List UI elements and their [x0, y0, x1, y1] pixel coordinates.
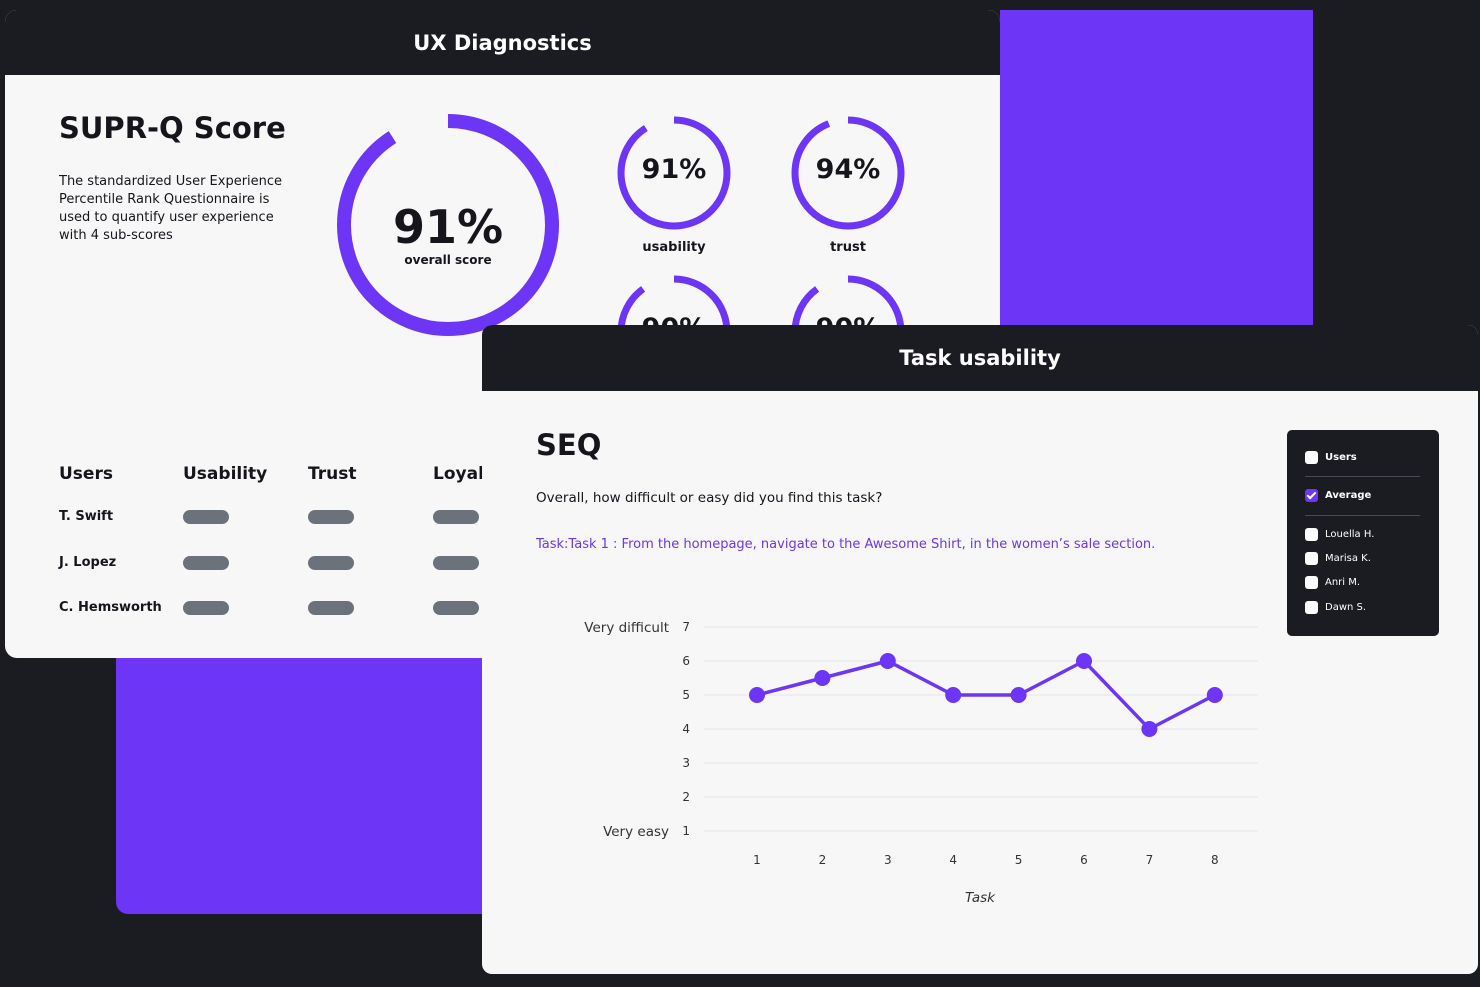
y-tick-label: 2	[682, 790, 690, 804]
trust-bar	[308, 601, 354, 615]
y-tick-label: 6	[682, 654, 690, 668]
filter-user[interactable]: Dawn S.	[1305, 601, 1366, 614]
usability-bar	[183, 556, 229, 570]
supr-q-description: The standardized User Experience Percent…	[59, 174, 283, 243]
ux-diagnostics-header: UX Diagnostics	[5, 10, 1000, 75]
task-usability-title: Task usability	[899, 346, 1061, 370]
filter-label: Anri M.	[1325, 577, 1361, 588]
filter-user[interactable]: Anri M.	[1305, 576, 1360, 589]
filter-label: Dawn S.	[1325, 602, 1367, 613]
usability-score-value: 91%	[641, 154, 707, 185]
task-usability-header: Task usability	[482, 325, 1478, 391]
checkbox-icon[interactable]	[1305, 451, 1318, 464]
seq-title: SEQ	[536, 428, 602, 462]
table-row-user: T. Swift	[59, 509, 114, 524]
trust-score-ring	[791, 116, 905, 230]
seq-question: Overall, how difficult or easy did you f…	[536, 490, 883, 506]
filter-label: Average	[1325, 490, 1372, 501]
y-tick-label: 1	[682, 824, 690, 838]
series-filter-panel: Users Average Louella H. Marisa K. Anri …	[1287, 430, 1439, 636]
loyalty-bar	[433, 556, 479, 570]
usability-bar	[183, 601, 229, 615]
x-tick-label: 7	[1146, 853, 1154, 867]
checkbox-icon[interactable]	[1305, 528, 1318, 541]
loyalty-bar	[433, 510, 479, 524]
data-point	[1141, 721, 1158, 737]
trust-bar	[308, 556, 354, 570]
filter-average[interactable]: Average	[1305, 489, 1371, 502]
trust-bar	[308, 510, 354, 524]
filter-user[interactable]: Louella H.	[1305, 528, 1374, 541]
checkbox-checked-icon[interactable]	[1305, 489, 1318, 502]
data-point	[1076, 653, 1092, 669]
filter-label: Marisa K.	[1325, 553, 1371, 564]
ux-diagnostics-title: UX Diagnostics	[413, 30, 592, 55]
x-tick-label: 5	[1015, 853, 1023, 867]
usability-bar	[183, 510, 229, 524]
divider	[1305, 476, 1420, 477]
usability-score-label: usability	[642, 240, 706, 255]
x-tick-label: 1	[753, 853, 761, 867]
table-row-user: J. Lopez	[59, 555, 117, 570]
y-tick-label: 7	[682, 620, 690, 634]
table-header-users: Users	[59, 464, 113, 484]
usability-score-ring	[617, 116, 731, 230]
background-accent-right	[1000, 10, 1313, 330]
data-point	[945, 687, 962, 703]
trust-score-label: trust	[830, 240, 866, 255]
y-tick-label: 3	[682, 756, 690, 770]
table-header-usability: Usability	[183, 464, 268, 484]
supr-q-title: SUPR-Q Score	[59, 111, 286, 145]
y-label-very-difficult: Very difficult	[584, 620, 669, 636]
seq-task-link[interactable]: Task:Task 1 : From the homepage, navigat…	[536, 537, 1156, 552]
divider	[1305, 515, 1420, 516]
checkbox-icon[interactable]	[1305, 576, 1318, 589]
x-tick-label: 8	[1211, 853, 1219, 867]
table-row-user: C. Hemsworth	[59, 600, 162, 615]
overall-score-ring	[337, 114, 559, 336]
seq-line-chart: 1 2 3 4 5 6 7 Very difficult Very easy 1 2 3 4 5 6 7 8 Ta…	[584, 620, 1258, 906]
loyalty-bar	[433, 601, 479, 615]
table-header-trust: Trust	[308, 464, 357, 484]
x-axis-label: Task	[965, 890, 996, 906]
filter-users[interactable]: Users	[1305, 451, 1357, 464]
data-point	[1010, 687, 1027, 703]
data-point	[749, 687, 765, 703]
filter-user[interactable]: Marisa K.	[1305, 552, 1371, 565]
x-tick-label: 3	[884, 853, 892, 867]
background-accent-left	[116, 640, 496, 914]
overall-score-value: 91%	[392, 200, 504, 254]
overall-score-label: overall score	[404, 253, 492, 267]
checkbox-icon[interactable]	[1305, 601, 1318, 614]
trust-score-value: 94%	[815, 154, 881, 185]
checkbox-icon[interactable]	[1305, 552, 1318, 565]
task-usability-panel: Task usability SEQ Overall, how difficul…	[482, 325, 1478, 974]
x-tick-label: 6	[1080, 853, 1088, 867]
data-point	[879, 653, 896, 669]
y-label-very-easy: Very easy	[603, 824, 669, 840]
filter-label: Users	[1325, 452, 1357, 463]
y-tick-label: 5	[682, 688, 690, 702]
series-line	[756, 659, 1216, 731]
data-point	[1206, 687, 1223, 703]
x-tick-label: 4	[949, 853, 957, 867]
filter-label: Louella H.	[1325, 529, 1375, 540]
x-tick-label: 2	[819, 853, 827, 867]
y-tick-label: 4	[682, 722, 690, 736]
data-point	[814, 670, 831, 686]
